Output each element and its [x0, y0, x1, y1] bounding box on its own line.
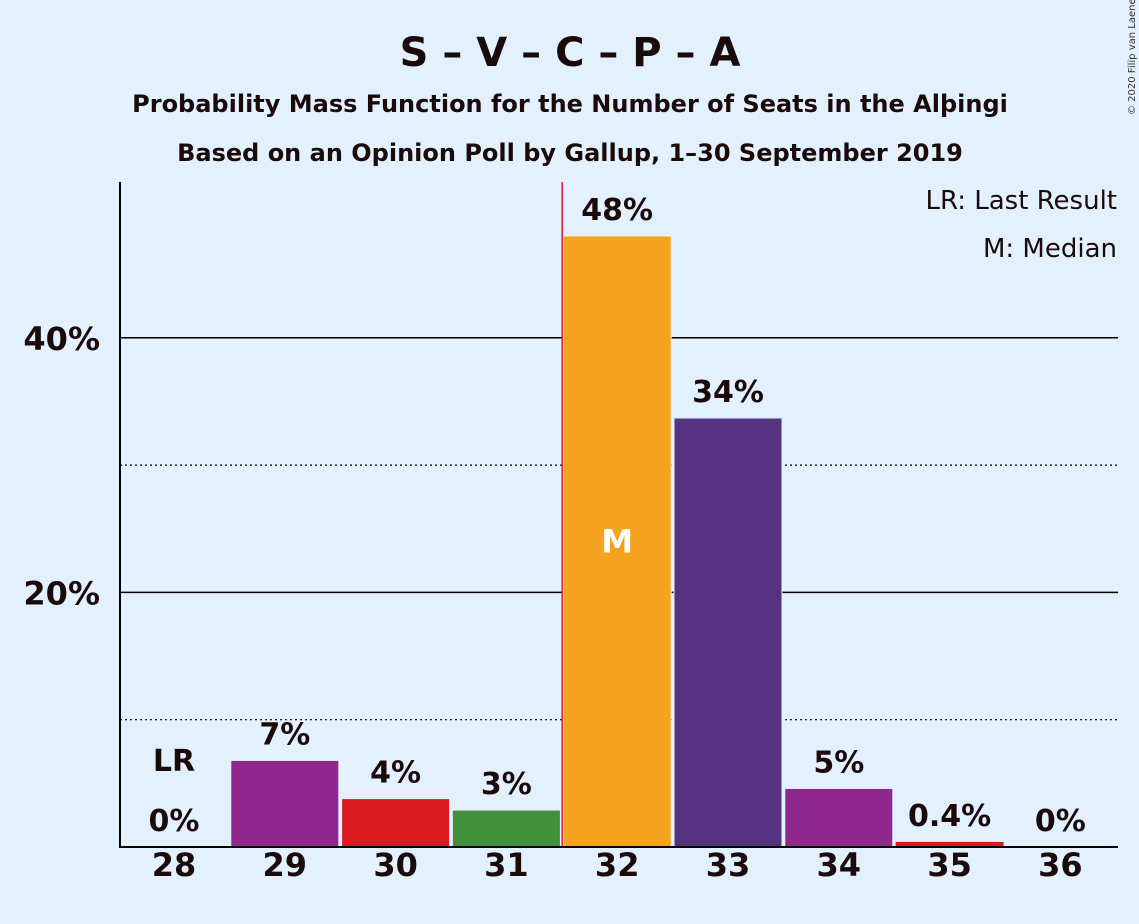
bar-value-label-35: 0.4% [908, 799, 991, 834]
bar-30 [341, 798, 451, 848]
bar-value-label-36: 0% [1035, 804, 1086, 839]
x-tick-label-33: 33 [706, 846, 751, 884]
bar-value-label-34: 5% [813, 745, 864, 780]
legend-median: M: Median [983, 234, 1117, 264]
chart-subtitle-line-2: Based on an Opinion Poll by Gallup, 1–30… [177, 139, 963, 167]
legend-last-result: LR: Last Result [925, 186, 1117, 216]
chart-title: S – V – C – P – A [400, 30, 741, 76]
x-tick-label-28: 28 [152, 846, 197, 884]
bar-29 [230, 759, 340, 848]
x-tick-label-34: 34 [817, 846, 862, 884]
x-tick-label-36: 36 [1038, 846, 1083, 884]
bars [230, 235, 1004, 848]
bar-value-label-30: 4% [370, 756, 421, 791]
bar-value-label-33: 34% [692, 375, 764, 410]
bar-33 [673, 417, 783, 848]
copyright-notice: © 2020 Filip van Laenen [1127, 0, 1138, 115]
bar-value-label-32: 48% [581, 193, 653, 228]
x-tick-label-30: 30 [373, 846, 418, 884]
y-tick-label-40: 40% [23, 320, 100, 358]
median-marker-label: M [601, 522, 633, 560]
bar-value-label-28: 0% [149, 804, 200, 839]
axes [119, 182, 1118, 848]
bar-35 [895, 841, 1004, 847]
x-tick-label-29: 29 [263, 846, 308, 884]
labels: 0% 28 7% 29 4% 30 3% 31 48% 32 34% 33 5% 34 0.4% 35 0% 36… [23, 193, 1085, 884]
x-tick-label-31: 31 [484, 846, 529, 884]
last-result-marker-label: LR [153, 744, 195, 779]
bar-32 [562, 235, 672, 848]
y-tick-label-20: 20% [23, 574, 100, 612]
bar-value-label-29: 7% [259, 717, 310, 752]
x-tick-label-35: 35 [927, 846, 972, 884]
bar-value-label-31: 3% [481, 767, 532, 802]
chart-subtitle-line-1: Probability Mass Function for the Number… [132, 90, 1008, 118]
bar-31 [451, 809, 561, 848]
x-tick-label-32: 32 [595, 846, 640, 884]
bar-34 [784, 787, 894, 848]
